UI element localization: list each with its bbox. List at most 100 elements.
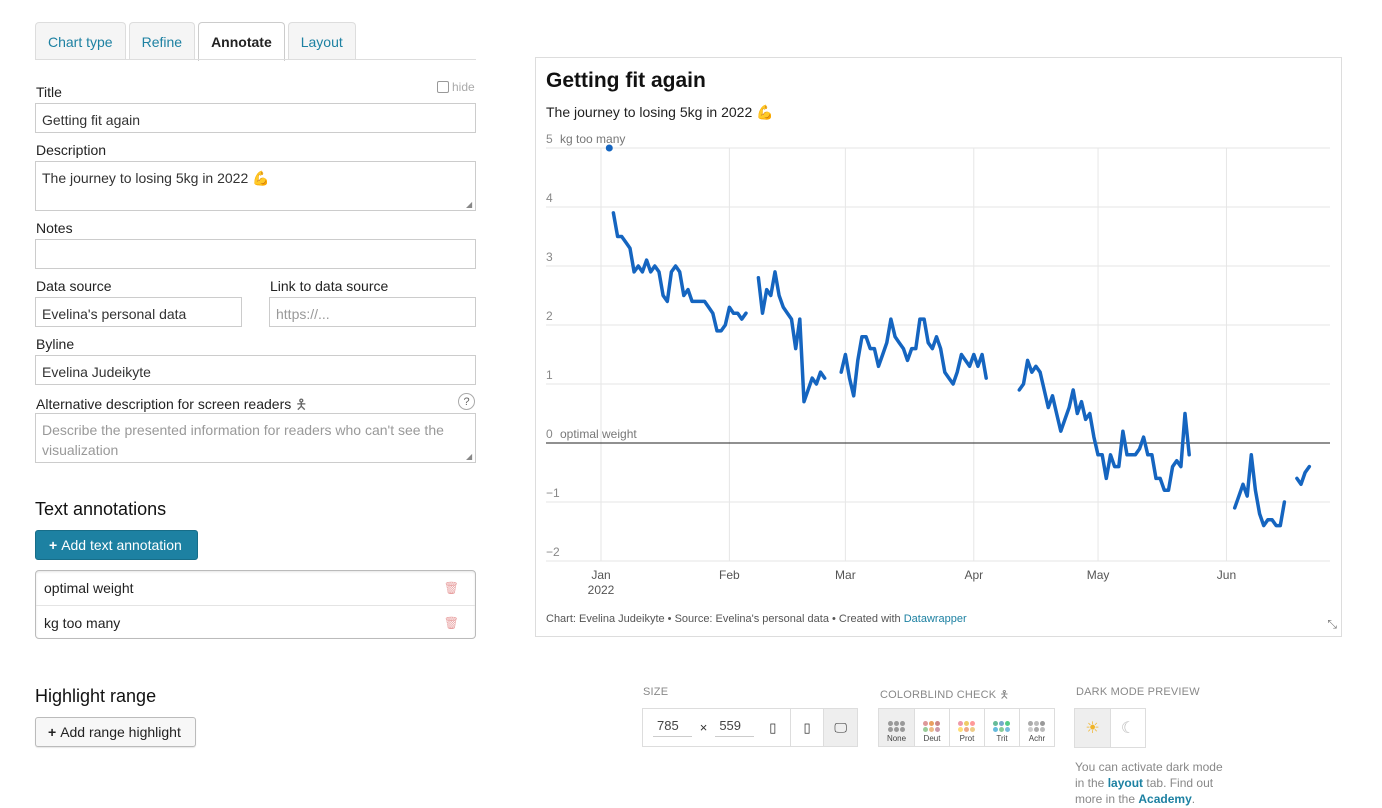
y-tick-label: 3 [546, 250, 553, 264]
colorblind-deut[interactable]: Deut [914, 709, 949, 746]
times-symbol: × [699, 720, 708, 735]
colorblind-option-label: Prot [959, 734, 975, 743]
datawrapper-link[interactable]: Datawrapper [903, 613, 967, 625]
byline-label: Byline [36, 336, 75, 352]
tab-layout[interactable]: Layout [287, 22, 356, 60]
annotation-optimal-weight: optimal weight [560, 427, 637, 441]
tab-divider [35, 59, 476, 60]
footer-text: Chart: Evelina Judeikyte • Source: Eveli… [546, 613, 904, 625]
phone-icon[interactable]: ▯ [789, 709, 824, 746]
add-range-highlight-button[interactable]: + Add range highlight [35, 717, 196, 747]
tab-annotate[interactable]: Annotate [198, 22, 285, 61]
resize-icon[interactable]: ⤡ [1327, 617, 1337, 631]
colorblind-achr[interactable]: Achr [1019, 709, 1054, 746]
colorblind-text: COLORBLIND CHECK [880, 689, 997, 701]
hide-label: hide [452, 80, 475, 94]
chart-subtitle: The journey to losing 5kg in 2022 💪 [546, 104, 774, 120]
x-tick-label: Apr [964, 568, 983, 582]
alt-description-textarea[interactable]: Describe the presented information for r… [35, 413, 476, 463]
x-tick-label: 2022 [588, 583, 615, 597]
height-input[interactable]: 559 [715, 718, 755, 737]
chart-title: Getting fit again [546, 69, 706, 92]
title-label: Title [36, 84, 62, 100]
dots-icon [887, 721, 906, 732]
trash-icon[interactable]: 🗑 [443, 615, 459, 630]
annotation-dot [605, 144, 613, 152]
resize-grip-icon[interactable]: ◢ [466, 452, 473, 461]
accessibility-icon: 🯅 [999, 689, 1010, 701]
byline-input[interactable]: Evelina Judeikyte [35, 355, 476, 385]
academy-link[interactable]: Academy [1138, 792, 1192, 806]
plus-icon: + [49, 537, 58, 553]
colorblind-prot[interactable]: Prot [949, 709, 984, 746]
series-line [1017, 358, 1191, 492]
add-range-highlight-label: Add range highlight [60, 724, 181, 740]
size-control: 785 × 559 ▯ ▯ 🖵 [642, 708, 858, 747]
dark-hint-text-3: . [1191, 792, 1196, 806]
annotation-item-label: kg too many [44, 614, 121, 631]
colorblind-none[interactable]: None [879, 709, 914, 746]
series-line [756, 270, 827, 404]
colorblind-trit[interactable]: Trit [984, 709, 1019, 746]
alt-description-label: Alternative description for screen reade… [36, 394, 307, 418]
small-phone-icon[interactable]: ▯ [769, 719, 777, 735]
x-tick-label: May [1087, 568, 1110, 582]
layout-link[interactable]: layout [1107, 776, 1144, 790]
link-source-input[interactable]: https://... [269, 297, 476, 327]
plus-icon: + [48, 724, 57, 740]
accessibility-icon: 🯅 [295, 396, 308, 412]
hide-title-toggle[interactable]: hide [437, 80, 475, 94]
dots-icon [923, 721, 941, 732]
help-icon[interactable]: ? [458, 393, 475, 410]
colorblind-option-label: None [886, 734, 907, 743]
add-text-annotation-label: Add text annotation [61, 537, 182, 553]
colorblind-option-label: Deut [923, 734, 941, 743]
tab-bar: Chart type Refine Annotate Layout [35, 22, 356, 61]
description-textarea[interactable]: The journey to losing 5kg in 2022 💪 ◢ [35, 161, 476, 211]
annotation-list: optimal weight 🗑 kg too many 🗑 [35, 570, 476, 639]
data-source-input[interactable]: Evelina's personal data [35, 297, 242, 327]
colorblind-label: COLORBLIND CHECK 🯅 [880, 686, 1009, 705]
data-source-label: Data source [36, 278, 112, 294]
colorblind-option-label: Achr [1028, 734, 1046, 743]
notes-input[interactable] [35, 239, 476, 269]
dots-icon [958, 721, 976, 732]
series-line [839, 317, 988, 398]
series-line [1295, 464, 1312, 487]
series-line [1232, 453, 1287, 528]
width-input[interactable]: 785 [653, 718, 692, 737]
add-text-annotation-button[interactable]: + Add text annotation [35, 530, 198, 560]
colorblind-check: None Deut Prot Trit Achr [878, 708, 1055, 747]
chart-preview: Getting fit again The journey to losing … [535, 57, 1342, 637]
tab-refine[interactable]: Refine [128, 22, 196, 60]
sun-icon[interactable]: ☀ [1075, 709, 1110, 747]
title-input[interactable]: Getting fit again [35, 103, 476, 133]
x-tick-label: Feb [719, 568, 740, 582]
size-label: SIZE [643, 686, 669, 698]
text-annotations-heading: Text annotations [35, 499, 167, 519]
trash-icon[interactable]: 🗑 [443, 581, 459, 595]
tab-chart-type[interactable]: Chart type [35, 22, 126, 60]
alt-description-placeholder: Describe the presented information for r… [42, 422, 444, 458]
resize-grip-icon[interactable]: ◢ [466, 200, 473, 209]
x-tick-label: Jun [1217, 568, 1236, 582]
desktop-icon[interactable]: 🖵 [823, 709, 857, 746]
dark-mode-hint: You can activate dark mode in the layout… [1075, 759, 1235, 807]
colorblind-option-label: Trit [996, 734, 1008, 743]
y-tick-label: 0 [546, 427, 553, 441]
dark-mode-label: DARK MODE PREVIEW [1076, 686, 1200, 698]
moon-icon[interactable]: ☾ [1110, 709, 1145, 747]
y-tick-label: 2 [546, 309, 553, 323]
y-tick-label: 1 [546, 368, 553, 382]
annotation-item[interactable]: optimal weight 🗑 [36, 571, 475, 605]
alt-description-text: Alternative description for screen reade… [36, 396, 292, 412]
y-tick-label: −2 [546, 545, 560, 559]
description-label: Description [36, 142, 107, 158]
dark-hint-text-1: You can activate dark mode in the [1075, 760, 1223, 790]
link-source-label: Link to data source [270, 278, 389, 294]
y-tick-label: 4 [546, 191, 553, 205]
hide-checkbox[interactable] [437, 81, 449, 93]
annotation-item[interactable]: kg too many 🗑 [36, 605, 475, 639]
annotation-kg-too-many: kg too many [560, 132, 625, 146]
